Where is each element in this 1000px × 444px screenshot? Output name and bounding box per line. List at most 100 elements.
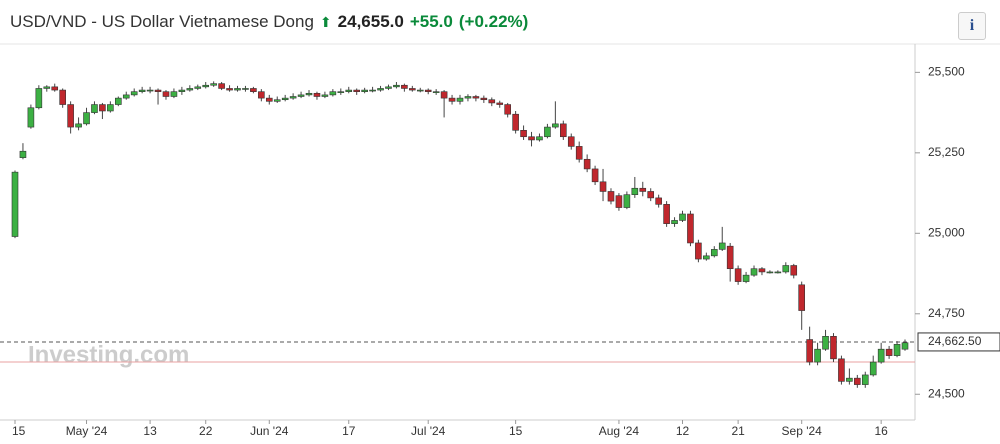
candle-body — [822, 336, 829, 350]
title: USD/VND - US Dollar Vietnamese Dong — [10, 12, 314, 31]
candle-body — [130, 91, 138, 96]
candle-body — [575, 146, 583, 160]
candle-body — [250, 88, 257, 92]
candle-body — [234, 88, 241, 91]
y-tick-label: 25,000 — [928, 225, 965, 239]
candle-body — [814, 348, 821, 363]
candle-body — [313, 92, 321, 97]
candle-body — [440, 91, 448, 99]
candle-body — [472, 96, 480, 99]
candle-body — [901, 342, 909, 350]
candle-body — [377, 88, 384, 91]
candle-body — [544, 126, 551, 138]
candle-body — [115, 97, 122, 105]
candle-body — [599, 181, 607, 192]
candle-body — [703, 255, 710, 260]
candle-body — [27, 107, 35, 128]
candle-body — [122, 94, 130, 99]
x-tick-label: 16 — [874, 424, 888, 438]
candle-body — [59, 89, 66, 105]
candle-body — [99, 104, 106, 112]
candle-body — [512, 113, 519, 131]
candle-body — [861, 374, 869, 385]
candle-body — [154, 89, 162, 92]
x-tick-label: Aug '24 — [599, 424, 640, 438]
candle-body — [583, 158, 591, 170]
candle-body — [560, 123, 567, 138]
candle-body — [242, 88, 249, 90]
candle-body — [289, 96, 297, 99]
candle-body — [226, 88, 233, 91]
candle-body — [210, 83, 217, 86]
info-button[interactable]: i — [958, 12, 986, 40]
x-tick-label: 12 — [676, 424, 690, 438]
candle-body — [885, 348, 893, 356]
candle-body — [170, 91, 178, 97]
candle-body — [186, 88, 194, 91]
candle-body — [766, 271, 774, 274]
candle-body — [385, 86, 392, 89]
x-tick-label: Sep '24 — [782, 424, 823, 438]
candle-body — [718, 242, 726, 250]
candle-body — [345, 89, 353, 92]
candle-body — [329, 91, 337, 96]
candle-body — [464, 96, 472, 99]
candle-body — [687, 213, 694, 244]
candle-body — [536, 136, 543, 141]
x-tick-label: 21 — [731, 424, 745, 438]
candle-body — [567, 136, 575, 147]
candle-body — [11, 171, 19, 237]
candle-body — [869, 361, 877, 376]
candle-body — [504, 104, 511, 115]
candle-body — [528, 136, 535, 141]
candle-body — [480, 97, 488, 101]
y-tick-label: 24,750 — [928, 306, 965, 320]
candle-body — [424, 89, 432, 92]
change-pct: (+0.22%) — [458, 12, 529, 31]
candle-body — [639, 187, 647, 192]
candle-body — [647, 191, 655, 199]
candle-body — [790, 265, 798, 276]
candle-body — [496, 102, 504, 105]
candle-body — [774, 271, 782, 274]
candle-body — [552, 123, 559, 128]
candle-body — [846, 377, 853, 382]
candle-body — [202, 84, 210, 88]
candle-body — [488, 99, 496, 104]
watermark: Investing.com — [28, 341, 189, 368]
y-tick-label: 25,500 — [928, 65, 965, 79]
candle-body — [782, 265, 790, 273]
candle-body — [178, 89, 186, 92]
candle-body — [297, 94, 305, 97]
change: +55.0 — [409, 12, 453, 31]
candle-body — [893, 344, 901, 356]
candle-body — [456, 97, 464, 102]
candle-body — [369, 89, 376, 92]
candle-body — [448, 97, 456, 102]
x-tick-label: 17 — [342, 424, 356, 438]
candle-body — [695, 242, 702, 260]
y-tick-label: 24,500 — [928, 386, 965, 400]
candle-body — [758, 268, 766, 273]
x-tick-label: May '24 — [66, 424, 108, 438]
candle-body — [806, 339, 813, 363]
candle-body — [218, 83, 225, 89]
candle-body — [75, 123, 82, 128]
candle-body — [67, 104, 74, 128]
candle-body — [830, 336, 837, 360]
candle-body — [258, 91, 265, 99]
candle-body — [409, 88, 416, 91]
candle-body — [607, 191, 615, 202]
x-tick-label: 22 — [199, 424, 213, 438]
current-price-box — [917, 332, 1000, 352]
y-tick-label: 25,250 — [928, 145, 965, 159]
candle-body — [742, 274, 750, 282]
x-tick-label: 15 — [509, 424, 523, 438]
candle-body — [726, 245, 734, 270]
candle-body — [321, 94, 329, 97]
candle-body — [353, 89, 360, 92]
candle-body — [265, 97, 273, 102]
candle-body — [416, 89, 424, 92]
candle-body — [83, 112, 90, 125]
candle-body — [138, 89, 146, 92]
